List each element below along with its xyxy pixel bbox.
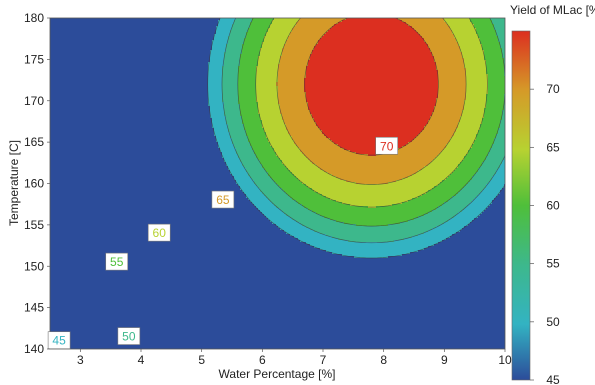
contour-label: 60 [148,224,170,241]
colorbar-tick-label: 45 [546,373,560,385]
contour-label: 65 [212,191,234,208]
y-tick-label: 180 [24,11,44,25]
plot-area [50,0,535,350]
x-tick-label: 8 [380,353,387,367]
x-tick-label: 6 [259,353,266,367]
x-axis: 3 4 5 6 7 8 9 10 [77,349,512,367]
colorbar-tick-label: 60 [546,199,560,213]
y-tick-label: 170 [24,94,44,108]
colorbar-ticks: 45 50 55 60 65 70 [530,82,560,385]
contour-label: 70 [376,137,398,154]
x-tick-label: 10 [498,353,512,367]
y-tick-label: 155 [24,218,44,232]
x-tick-label: 9 [441,353,448,367]
y-tick-label: 145 [24,301,44,315]
contour-label: 50 [118,328,140,345]
y-axis-title: Temperature [C] [7,140,21,226]
y-tick-label: 165 [24,135,44,149]
contour-label: 55 [106,253,128,270]
x-tick-label: 7 [320,353,327,367]
y-tick-label: 160 [24,177,44,191]
x-tick-label: 3 [77,353,84,367]
y-tick-label: 175 [24,52,44,66]
colorbar-tick-label: 70 [546,82,560,96]
x-tick-label: 4 [138,353,145,367]
contour-label: 45 [48,332,70,349]
x-axis-title: Water Percentage [%] [219,367,336,381]
colorbar [512,31,530,380]
y-tick-label: 150 [24,259,44,273]
colorbar-tick-label: 65 [546,140,560,154]
y-tick-label: 140 [24,342,44,356]
colorbar-tick-label: 55 [546,257,560,271]
colorbar-title: Yield of MLac [%] [510,3,595,17]
y-axis: 140 145 150 155 160 165 170 175 180 [24,11,50,356]
colorbar-tick-label: 50 [546,315,560,329]
x-tick-label: 5 [198,353,205,367]
